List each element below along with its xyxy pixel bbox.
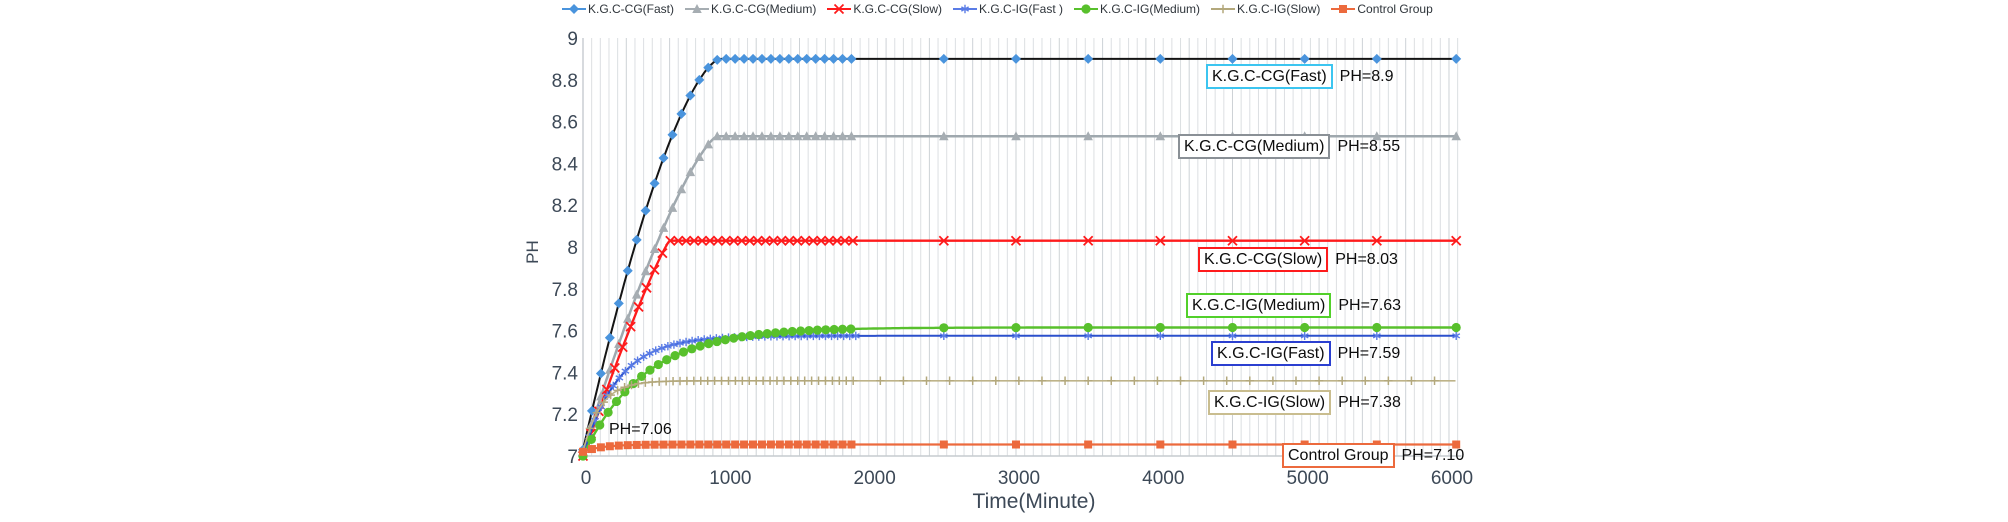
legend-label: K.G.C-IG(Medium) [1100,2,1201,16]
annotation-ph-value: PH=7.10 [1401,446,1465,464]
annotation-ph-value: PH=7.63 [1338,296,1402,314]
legend-diamond-icon [562,4,586,14]
series-markers-kgc-cg-slow [577,235,1462,462]
legend-item-kgc-cg-medium: K.G.C-CG(Medium) [685,2,816,16]
annotation-kgc-ig-medium: K.G.C-IG(Medium) PH=7.63 [1186,293,1401,318]
annotation-kgc-ig-fast: K.G.C-IG(Fast) PH=7.59 [1211,341,1400,366]
x-tick-label: 0 [581,468,592,489]
y-tick-label: 9 [567,29,578,50]
y-tick-label: 7 [567,447,578,468]
legend-item-control-group: Control Group [1331,2,1433,16]
series-kgc-cg-slow [577,235,1462,462]
annotation-box-kgc-cg-fast: K.G.C-CG(Fast) [1206,64,1333,89]
legend-label: Control Group [1357,2,1433,16]
y-tick-label: 7.6 [552,322,578,343]
series-kgc-ig-medium [578,322,1461,461]
y-tick-label: 7.8 [552,280,578,301]
legend-asterisk-icon [953,4,978,14]
x-tick-label: 2000 [854,468,896,489]
annotation-box-kgc-ig-slow: K.G.C-IG(Slow) [1208,390,1332,415]
series-markers-kgc-cg-fast [578,53,1462,455]
legend-square-icon [1331,5,1356,13]
annotation-box-control-group: Control Group [1282,443,1395,468]
y-tick-label: 7.4 [552,363,579,384]
annotation-control-group: Control Group PH=7.10 [1282,443,1464,468]
annotation-kgc-ig-slow: K.G.C-IG(Slow) PH=7.38 [1208,390,1401,415]
legend-item-kgc-ig-fast: K.G.C-IG(Fast ) [953,2,1063,16]
x-tick-label: 5000 [1287,468,1329,489]
series-markers-control-group [579,440,1461,456]
series-kgc-ig-slow [578,376,1456,457]
annotation-box-kgc-ig-fast: K.G.C-IG(Fast) [1211,341,1331,366]
legend-triangle-icon [685,4,709,13]
legend-item-kgc-cg-fast: K.G.C-CG(Fast) [562,2,674,16]
y-tick-label: 8.6 [552,113,578,134]
y-tick-label: 8.2 [552,196,578,217]
series-markers-kgc-ig-slow [578,376,1439,457]
chart-legend: K.G.C-CG(Fast) K.G.C-CG(Medium) K.G.C-CG(S… [562,1,1433,17]
x-tick-label: 6000 [1431,468,1473,489]
y-tick-label: 8.4 [552,154,579,175]
annotation-ph-value: PH=8.9 [1339,67,1394,85]
series-markers-kgc-ig-medium [578,322,1461,461]
annotation-box-kgc-cg-medium: K.G.C-CG(Medium) [1178,134,1331,159]
x-tick-label: 4000 [1142,468,1184,489]
legend-item-kgc-cg-slow: K.G.C-CG(Slow) [827,2,942,16]
legend-label: K.G.C-IG(Slow) [1237,2,1321,16]
legend-item-kgc-ig-slow: K.G.C-IG(Slow) [1211,2,1320,16]
legend-label: K.G.C-CG(Slow) [853,2,943,16]
x-axis-title: Time(Minute) [972,490,1096,513]
series-line-kgc-cg-slow [581,239,1456,457]
x-tick-label: 3000 [998,468,1040,489]
legend-xmark-icon [827,3,852,15]
tick-labels: 7 7.2 7.4 7.6 7.8 8 8.2 8.4 8.6 8.8 9 0 1000 2000 3000… [552,29,1474,489]
legend-circle-icon [1074,4,1099,14]
x-tick-label: 1000 [709,468,751,489]
legend-label: K.G.C-CG(Medium) [711,2,817,16]
legend-label: K.G.C-IG(Fast ) [979,2,1064,16]
annotation-box-kgc-cg-slow: K.G.C-CG(Slow) [1198,247,1329,272]
y-tick-label: 7.2 [552,405,578,426]
annotation-box-kgc-ig-medium: K.G.C-IG(Medium) [1186,293,1332,318]
start-ph-note: PH=7.06 [609,421,672,438]
annotation-ph-value: PH=7.59 [1337,344,1401,362]
annotation-kgc-cg-medium: K.G.C-CG(Medium) PH=8.55 [1178,134,1400,159]
legend-item-kgc-ig-medium: K.G.C-IG(Medium) [1074,2,1200,16]
y-tick-label: 8 [567,238,578,259]
annotation-kgc-cg-fast: K.G.C-CG(Fast) PH=8.9 [1206,64,1393,89]
series-kgc-cg-fast [578,53,1462,455]
annotation-ph-value: PH=8.03 [1335,250,1398,268]
y-axis-title: PH [523,240,542,264]
annotation-ph-value: PH=7.38 [1338,393,1401,411]
legend-label: K.G.C-CG(Fast) [588,2,674,16]
annotation-kgc-cg-slow: K.G.C-CG(Slow) PH=8.03 [1198,247,1398,272]
y-tick-label: 8.8 [552,71,578,92]
annotation-ph-value: PH=8.55 [1337,137,1401,155]
legend-plus-icon [1211,4,1236,14]
